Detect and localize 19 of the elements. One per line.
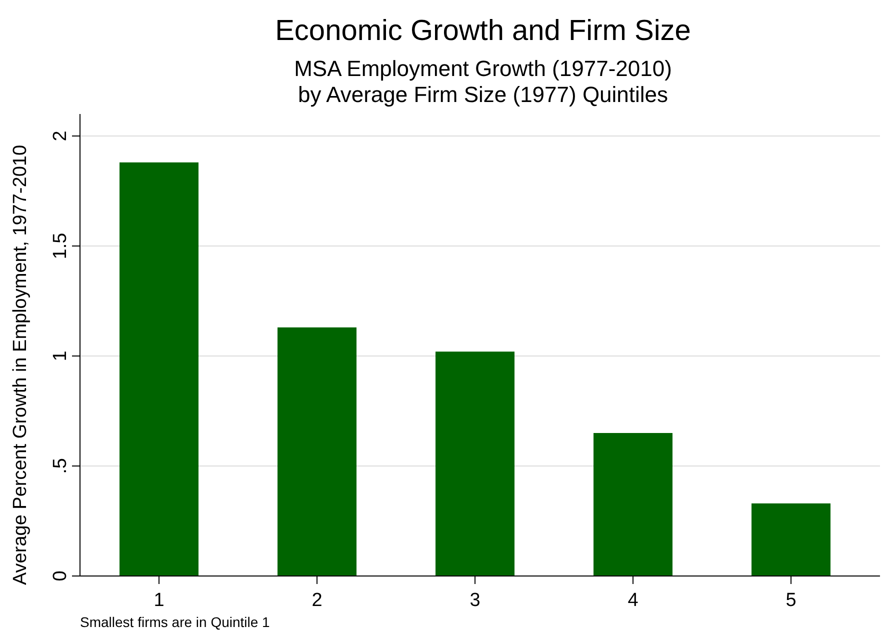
chart-subtitle: MSA Employment Growth (1977-2010) by Average Firm Size (1977) Quintiles	[294, 56, 672, 107]
text: Smallest firms are in Quintile 1	[80, 614, 270, 630]
y-tick-label: 2	[50, 130, 71, 142]
x-tick-label: 3	[470, 590, 480, 611]
bar	[594, 433, 672, 576]
y-axis-title: Average Percent Growth in Employment, 1977-2010	[10, 144, 31, 586]
x-tick-label: 1	[154, 590, 164, 611]
bar	[436, 352, 514, 576]
y-tick-label: 1	[50, 350, 71, 362]
chart-title: Economic Growth and Firm Size	[275, 15, 691, 47]
bar	[120, 162, 198, 576]
y-tick-label: 1.5	[50, 232, 71, 260]
x-tick-label: 2	[312, 590, 322, 611]
y-tick-label: .5	[50, 458, 71, 474]
x-tick-label: 4	[628, 590, 639, 611]
bar	[752, 503, 830, 576]
bar	[278, 327, 356, 576]
x-tick-label: 5	[786, 590, 796, 611]
y-tick-label: 0	[50, 570, 71, 582]
